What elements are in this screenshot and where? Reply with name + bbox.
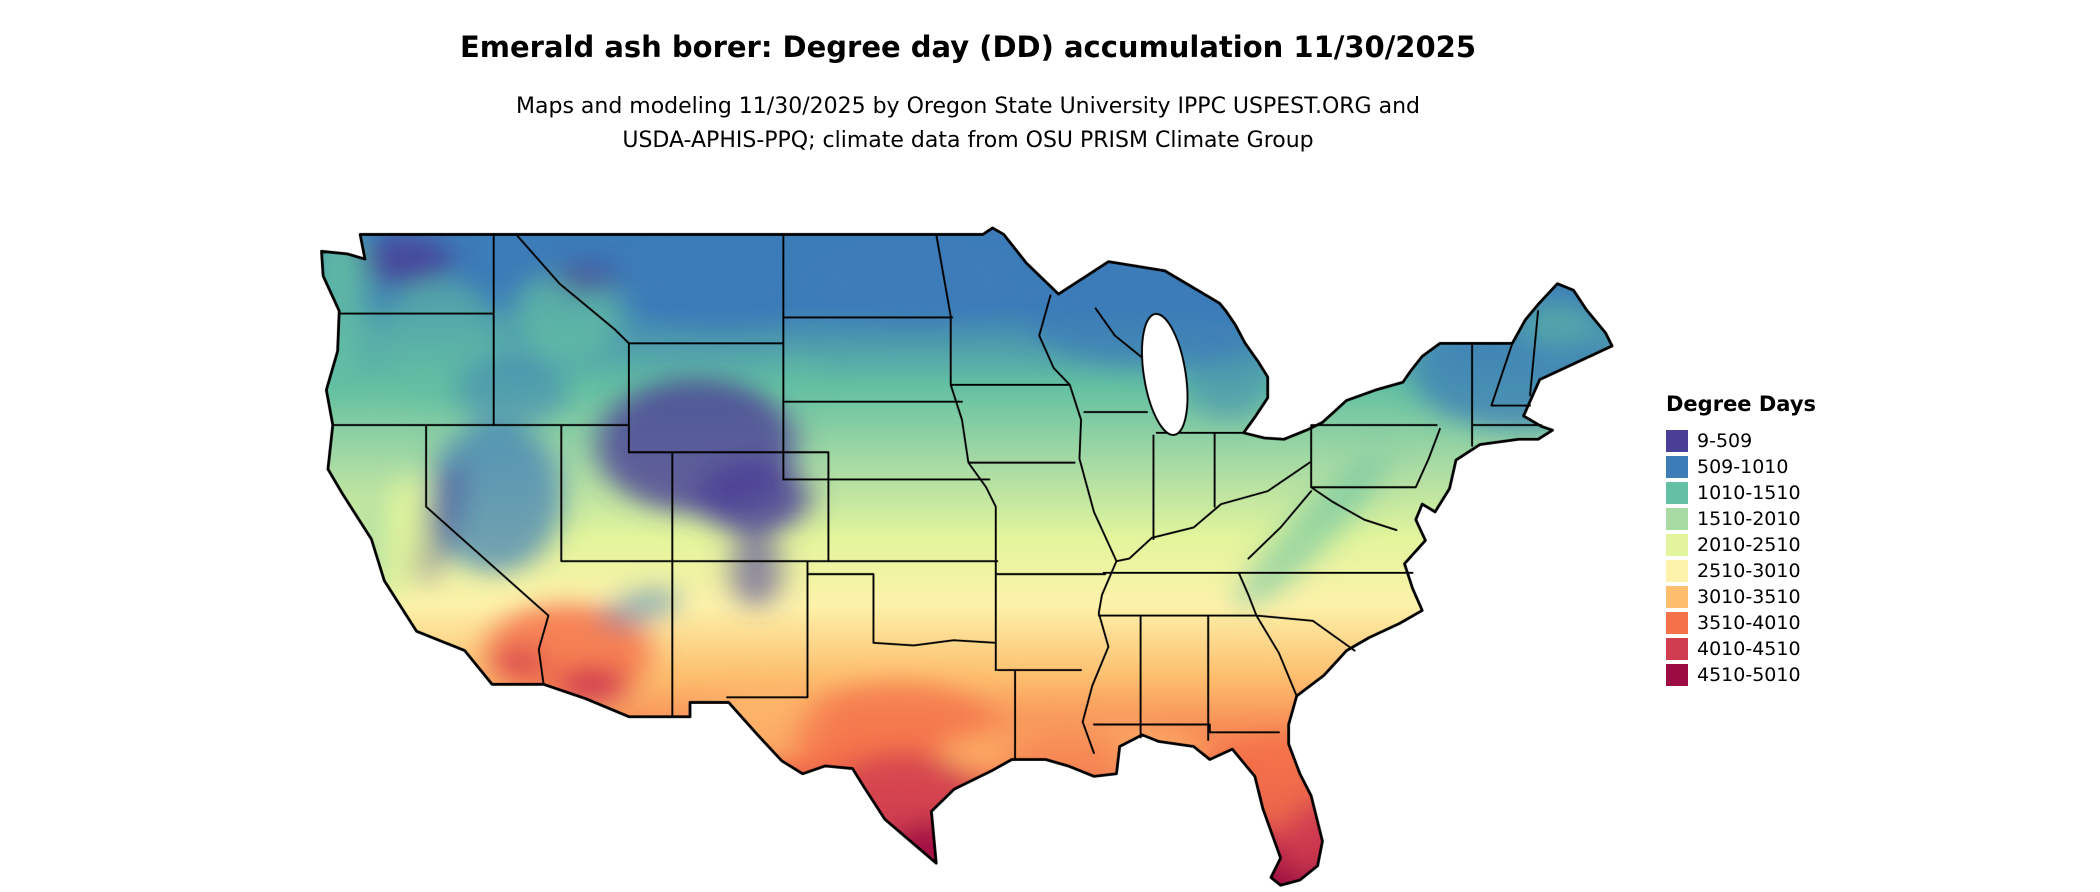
- legend-item: 3010-3510: [1666, 584, 1816, 610]
- subtitle-line-1: Maps and modeling 11/30/2025 by Oregon S…: [516, 94, 1420, 119]
- legend-color-swatch: [1666, 560, 1688, 582]
- legend-range-label: 509-1010: [1697, 456, 1789, 478]
- legend-color-swatch: [1666, 586, 1688, 608]
- legend-range-label: 3510-4010: [1697, 612, 1801, 634]
- legend-color-swatch: [1666, 664, 1688, 686]
- legend-color-swatch: [1666, 482, 1688, 504]
- legend-item: 509-1010: [1666, 454, 1816, 480]
- legend-item: 1010-1510: [1666, 480, 1816, 506]
- state-borders: [333, 234, 1542, 759]
- legend-range-label: 2510-3010: [1697, 560, 1801, 582]
- legend-range-label: 3010-3510: [1697, 586, 1801, 608]
- lake-michigan: [1135, 312, 1195, 437]
- legend-range-label: 4010-4510: [1697, 638, 1801, 660]
- legend-color-swatch: [1666, 508, 1688, 530]
- legend-range-label: 9-509: [1697, 430, 1753, 452]
- legend-title: Degree Days: [1666, 392, 1817, 416]
- legend-range-label: 4510-5010: [1697, 664, 1801, 686]
- us-outline: [321, 228, 1612, 885]
- page-subtitle: Maps and modeling 11/30/2025 by Oregon S…: [0, 90, 1936, 158]
- legend-item: 2510-3010: [1666, 558, 1816, 584]
- legend: Degree Days 9-509 509-1010 1010-1510 1510-2…: [1666, 392, 1816, 688]
- legend-color-swatch: [1666, 612, 1688, 634]
- legend-range-label: 1510-2010: [1697, 508, 1801, 530]
- legend-items: 9-509 509-1010 1010-1510 1510-2010 2010-2510…: [1666, 428, 1816, 688]
- legend-item: 9-509: [1666, 428, 1816, 454]
- legend-item: 3510-4010: [1666, 610, 1816, 636]
- legend-item: 2010-2510: [1666, 532, 1816, 558]
- legend-range-label: 2010-2510: [1697, 534, 1801, 556]
- legend-range-label: 1010-1510: [1697, 482, 1801, 504]
- legend-color-swatch: [1666, 534, 1688, 556]
- legend-color-swatch: [1666, 430, 1688, 452]
- map-fill: [321, 227, 1613, 886]
- legend-color-swatch: [1666, 456, 1688, 478]
- legend-item: 4510-5010: [1666, 662, 1816, 688]
- legend-item: 4010-4510: [1666, 636, 1816, 662]
- us-degree-day-map: [270, 180, 1670, 892]
- subtitle-line-2: USDA-APHIS-PPQ; climate data from OSU PR…: [622, 128, 1314, 153]
- map-header: Emerald ash borer: Degree day (DD) accum…: [0, 30, 1936, 158]
- legend-item: 1510-2010: [1666, 506, 1816, 532]
- legend-color-swatch: [1666, 638, 1688, 660]
- page-title: Emerald ash borer: Degree day (DD) accum…: [459, 30, 1477, 64]
